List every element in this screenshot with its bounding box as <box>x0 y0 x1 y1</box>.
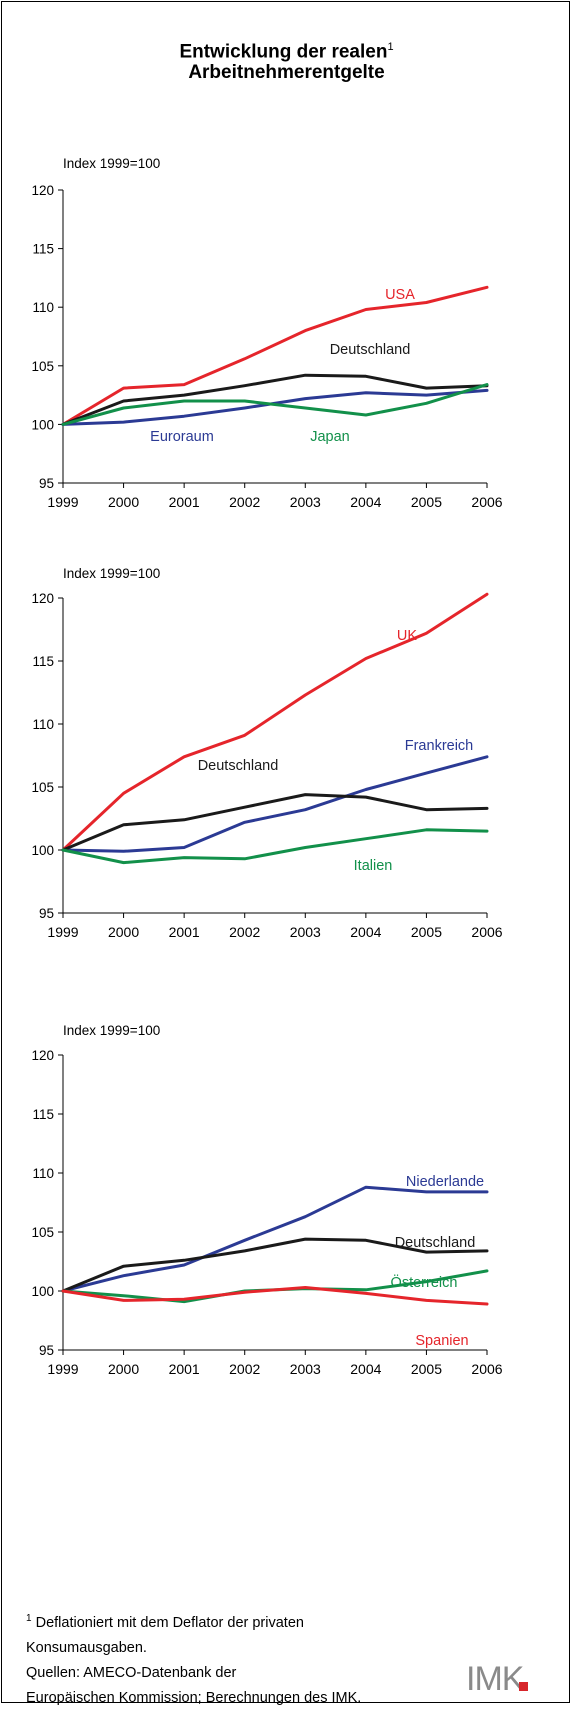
x-tick-label: 2003 <box>290 494 321 510</box>
y-tick-label: 115 <box>32 654 54 669</box>
y-tick-label: 105 <box>31 1225 54 1240</box>
footnote-marker: 1 <box>26 1613 32 1624</box>
series-line-deutschland <box>61 373 489 426</box>
series-line-italien <box>61 828 489 865</box>
y-axis-label: Index 1999=100 <box>63 1023 160 1038</box>
footnote-line-2: Konsumausgaben. <box>26 1639 147 1656</box>
series-label-niederlande: Niederlande <box>406 1174 484 1190</box>
y-tick-label: 100 <box>31 843 54 858</box>
x-tick-label: 2005 <box>411 1361 442 1377</box>
imk-logo-accent <box>519 1682 528 1691</box>
series-label-deutschland: Deutschland <box>198 758 279 774</box>
series-label-deutschland: Deutschland <box>395 1235 476 1251</box>
y-tick-label: 110 <box>32 717 54 732</box>
x-tick-label: 2004 <box>350 494 381 510</box>
y-tick-label: 120 <box>31 183 54 198</box>
x-tick-label: 2006 <box>471 1361 502 1377</box>
x-tick-label: 2004 <box>350 1361 381 1377</box>
figure-title-line-2: Arbeitnehmerentgelte <box>188 62 385 83</box>
x-tick-label: 2003 <box>290 1361 321 1377</box>
series-label-euroraum: Euroraum <box>150 429 214 445</box>
x-tick-label: 1999 <box>47 494 78 510</box>
series-line-deutschland <box>61 793 489 852</box>
y-tick-label: 120 <box>31 1048 54 1063</box>
x-tick-label: 2003 <box>290 924 321 940</box>
y-axis-label: Index 1999=100 <box>63 566 160 581</box>
x-tick-label: 2006 <box>471 924 502 940</box>
series-line-spanien <box>61 1286 489 1306</box>
y-tick-label: 95 <box>39 906 54 921</box>
series-label-usa: USA <box>385 287 415 303</box>
y-tick-label: 105 <box>31 780 54 795</box>
chart-3-niederlande-oesterreich-spanien: Index 1999=100 95 100 105 110 115 120 1999 2000 2… <box>31 1023 502 1377</box>
footnote-line-3: Quellen: AMECO-Datenbank der <box>26 1664 237 1681</box>
series-label-japan: Japan <box>310 429 350 445</box>
series-label-oesterreich: Österreich <box>391 1273 458 1291</box>
chart-1-usa-japan: Index 1999=100 95 100 105 110 115 120 1999 2000 2… <box>31 156 502 510</box>
x-tick-label: 2002 <box>229 1361 260 1377</box>
x-tick-label: 2000 <box>108 924 139 940</box>
chart-2-uk-frankreich-italien: Index 1999=100 95 100 105 110 115 120 1999 2000 2… <box>31 566 502 940</box>
series-label-spanien: Spanien <box>415 1333 468 1349</box>
title-line-1: Entwicklung der realen <box>179 41 388 63</box>
imk-logo: IMK <box>466 1660 528 1696</box>
footnote-line-4: Europäischen Kommission; Berechnungen de… <box>26 1689 362 1706</box>
series-line-frankreich <box>61 755 489 853</box>
x-tick-label: 2000 <box>108 1361 139 1377</box>
series-line-usa <box>61 285 489 426</box>
figure-title: Entwicklung der realen1 <box>0 34 573 65</box>
y-tick-label: 110 <box>32 1166 54 1181</box>
y-tick-label: 100 <box>31 417 54 432</box>
y-tick-label: 100 <box>31 1284 54 1299</box>
y-tick-label: 120 <box>31 591 54 606</box>
x-tick-label: 2001 <box>169 1361 200 1377</box>
series-label-italien: Italien <box>354 858 393 874</box>
imk-logo-text: IMK <box>466 1660 525 1696</box>
x-tick-label: 2005 <box>411 924 442 940</box>
y-tick-label: 110 <box>32 300 54 315</box>
series-line-niederlande <box>61 1185 489 1293</box>
series-label-deutschland: Deutschland <box>330 342 411 358</box>
x-tick-label: 2002 <box>229 924 260 940</box>
x-tick-label: 2002 <box>229 494 260 510</box>
x-tick-label: 2004 <box>350 924 381 940</box>
x-tick-label: 2001 <box>169 494 200 510</box>
x-tick-label: 2000 <box>108 494 139 510</box>
x-tick-label: 2006 <box>471 494 502 510</box>
y-tick-label: 115 <box>32 1107 54 1122</box>
y-tick-label: 105 <box>31 359 54 374</box>
series-label-frankreich: Frankreich <box>405 738 474 754</box>
x-tick-label: 1999 <box>47 924 78 940</box>
y-tick-label: 115 <box>32 242 54 257</box>
y-tick-label: 95 <box>39 476 54 491</box>
x-tick-label: 2001 <box>169 924 200 940</box>
series-label-uk: UK <box>397 628 417 644</box>
y-axis-label: Index 1999=100 <box>63 156 160 171</box>
series-line-deutschland <box>61 1237 489 1293</box>
x-tick-label: 1999 <box>47 1361 78 1377</box>
x-tick-label: 2005 <box>411 494 442 510</box>
series-line-uk <box>61 592 489 852</box>
series-line-japan <box>61 383 489 426</box>
footnote-line-1: Deflationiert mit dem Deflator der priva… <box>35 1614 304 1631</box>
y-tick-label: 95 <box>39 1343 54 1358</box>
footnote: 1 Deflationiert mit dem Deflator der pri… <box>26 1606 456 1711</box>
title-footnote-marker: 1 <box>387 41 394 53</box>
